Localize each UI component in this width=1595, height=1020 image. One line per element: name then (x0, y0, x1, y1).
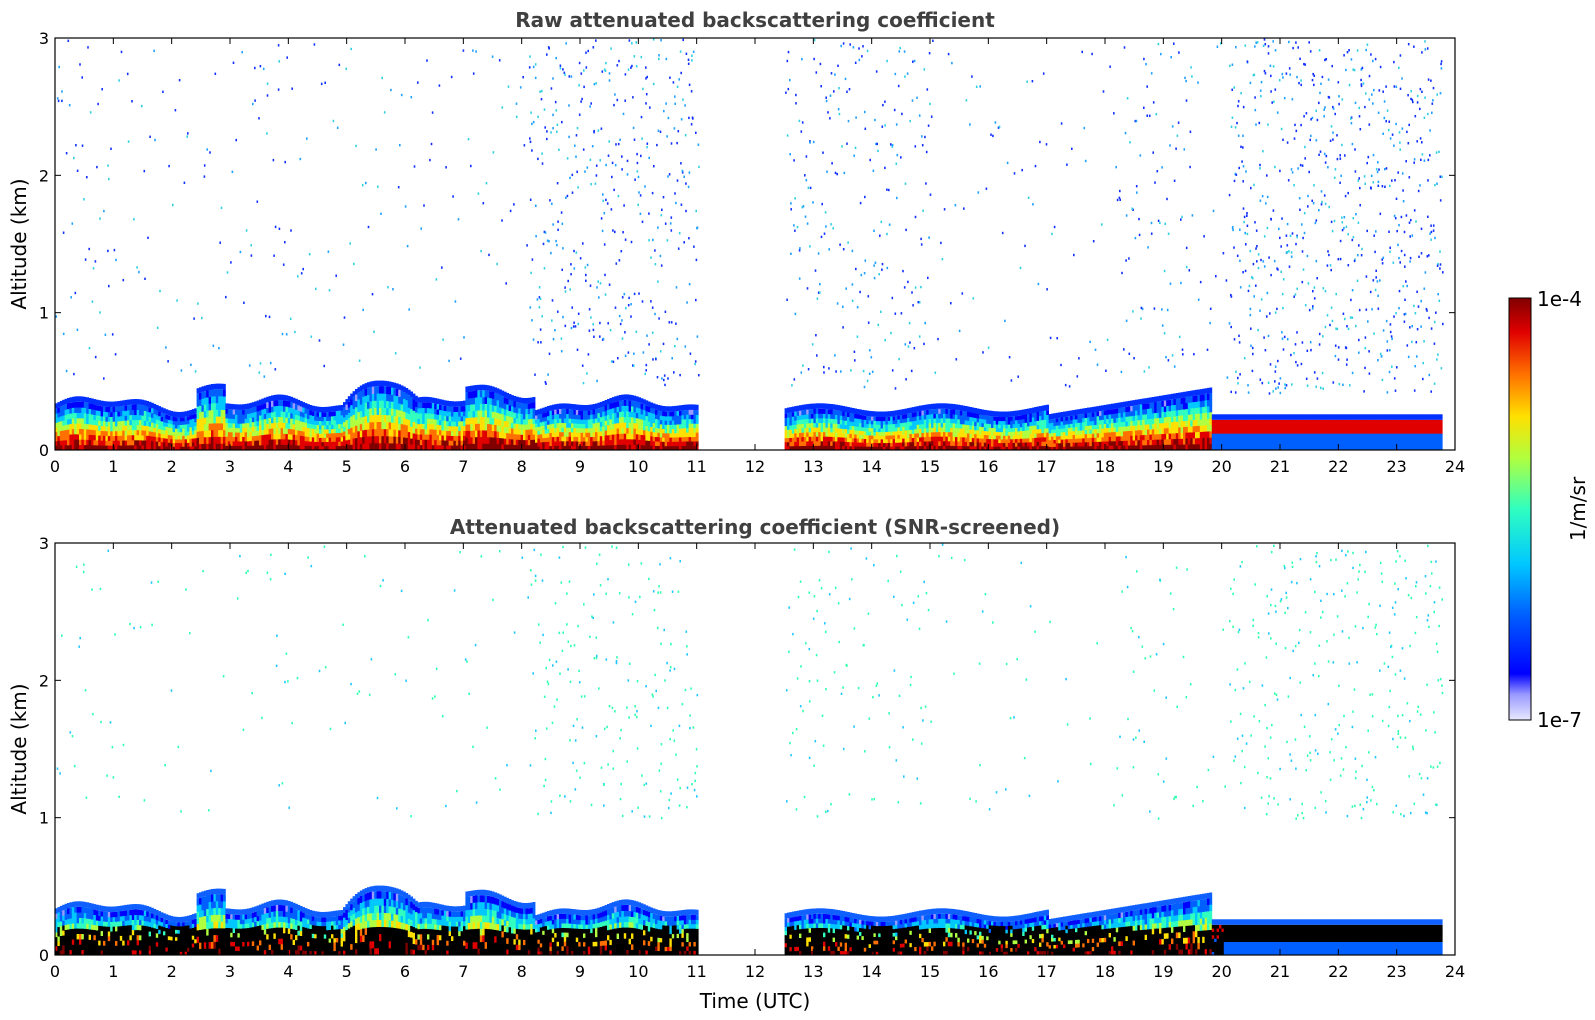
y-tick-label: 1 (39, 304, 49, 323)
x-tick-label: 15 (920, 457, 940, 476)
x-tick-label: 18 (1095, 457, 1115, 476)
x-tick-label: 4 (283, 962, 293, 981)
x-tick-label: 11 (686, 962, 706, 981)
x-tick-label: 23 (1386, 962, 1406, 981)
x-tick-label: 22 (1328, 962, 1348, 981)
x-tick-label: 19 (1153, 962, 1173, 981)
x-tick-label: 21 (1270, 457, 1290, 476)
x-tick-label: 15 (920, 962, 940, 981)
colorbar-gradient (1508, 297, 1532, 721)
panel-raw-heatmap (55, 38, 1444, 450)
colorbar-max-label: 1e-4 (1537, 287, 1582, 311)
x-tick-label: 9 (575, 962, 585, 981)
x-tick-label: 1 (108, 962, 118, 981)
x-tick-label: 18 (1095, 962, 1115, 981)
x-tick-label: 3 (225, 457, 235, 476)
x-tick-label: 8 (517, 962, 527, 981)
colorbar: 1e-4 1e-7 1/m/sr (1508, 287, 1590, 732)
y-tick-label: 2 (39, 671, 49, 690)
x-tick-label: 8 (517, 457, 527, 476)
panel-raw-ylabel: Altitude (km) (7, 178, 31, 309)
y-tick-label: 3 (39, 534, 49, 553)
x-tick-label: 7 (458, 962, 468, 981)
x-tick-label: 3 (225, 962, 235, 981)
panel-raw: Raw attenuated backscattering coefficien… (7, 8, 1465, 476)
x-tick-label: 21 (1270, 962, 1290, 981)
x-tick-label: 20 (1211, 962, 1231, 981)
x-tick-label: 5 (342, 457, 352, 476)
x-tick-label: 2 (167, 457, 177, 476)
x-tick-label: 10 (628, 962, 648, 981)
x-tick-label: 6 (400, 962, 410, 981)
y-tick-label: 3 (39, 29, 49, 48)
x-tick-label: 7 (458, 457, 468, 476)
x-tick-label: 16 (978, 962, 998, 981)
x-tick-label: 0 (50, 962, 60, 981)
x-tick-label: 1 (108, 457, 118, 476)
x-tick-label: 20 (1211, 457, 1231, 476)
x-tick-label: 2 (167, 962, 177, 981)
x-tick-label: 17 (1036, 457, 1056, 476)
x-tick-label: 12 (745, 457, 765, 476)
panel-screened-title: Attenuated backscattering coefficient (S… (450, 515, 1060, 539)
x-tick-label: 0 (50, 457, 60, 476)
x-tick-label: 24 (1445, 457, 1465, 476)
y-tick-label: 0 (39, 441, 49, 460)
x-tick-label: 11 (686, 457, 706, 476)
x-tick-label: 14 (861, 962, 881, 981)
x-tick-label: 22 (1328, 457, 1348, 476)
panel-screened-axes: 0 1 2 3 4 5 6 7 8 9 10 11 12 13 14 15 16 17 18 19 20 21 22 23 24… (39, 534, 1465, 981)
x-tick-label: 10 (628, 457, 648, 476)
y-tick-label: 0 (39, 946, 49, 965)
x-tick-label: 12 (745, 962, 765, 981)
panel-screened-frame (54, 542, 1456, 956)
x-tick-label: 5 (342, 962, 352, 981)
x-tick-label: 9 (575, 457, 585, 476)
y-tick-label: 2 (39, 166, 49, 185)
panel-screened: Attenuated backscattering coefficient (S… (7, 515, 1465, 1013)
colorbar-label: 1/m/sr (1566, 476, 1590, 541)
x-tick-label: 4 (283, 457, 293, 476)
panel-screened-xlabel: Time (UTC) (699, 989, 811, 1013)
panel-screened-ylabel: Altitude (km) (7, 683, 31, 814)
colorbar-min-label: 1e-7 (1537, 708, 1582, 732)
x-tick-label: 23 (1386, 457, 1406, 476)
x-tick-label: 16 (978, 457, 998, 476)
y-tick-label: 1 (39, 809, 49, 828)
x-tick-label: 13 (803, 457, 823, 476)
panel-raw-title: Raw attenuated backscattering coefficien… (515, 8, 995, 32)
panel-raw-axes: 0 1 2 3 4 5 6 7 8 9 10 11 12 13 14 15 16 17 18 19 20 21 22 23 24… (39, 29, 1465, 476)
x-tick-label: 14 (861, 457, 881, 476)
x-tick-label: 13 (803, 962, 823, 981)
x-tick-label: 19 (1153, 457, 1173, 476)
x-tick-label: 6 (400, 457, 410, 476)
x-tick-label: 24 (1445, 962, 1465, 981)
x-tick-label: 17 (1036, 962, 1056, 981)
panel-screened-heatmap (55, 543, 1444, 955)
